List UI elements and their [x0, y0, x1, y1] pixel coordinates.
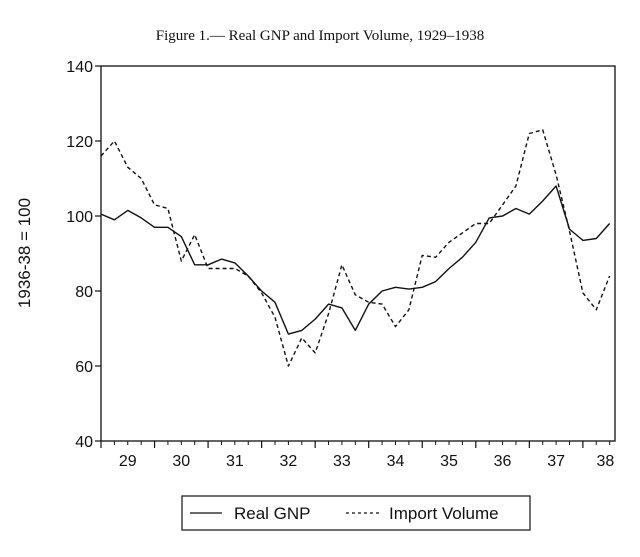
y-axis: 40 60 80 100 120 140 [66, 59, 101, 451]
chart-title: Figure 1.— Real GNP and Import Volume, 1… [156, 28, 484, 44]
y-axis-label: 1936-38 = 100 [15, 198, 34, 308]
series-line-real-gnp [100, 185, 611, 335]
x-axis: 29 30 31 32 33 34 35 36 37 38 [100, 441, 614, 470]
y-tick-label: 140 [66, 59, 93, 76]
y-tick-label: 40 [75, 434, 93, 451]
x-tick-label: 34 [387, 453, 405, 470]
series-layer [100, 129, 611, 367]
legend-label-real-gnp: Real GNP [234, 504, 311, 523]
x-tick-label: 35 [440, 453, 458, 470]
x-tick-label: 29 [119, 453, 137, 470]
legend: Real GNP Import Volume [181, 495, 531, 531]
series-line-import-volume [100, 129, 611, 367]
y-tick-label: 120 [66, 134, 93, 151]
y-tick-label: 100 [66, 209, 93, 226]
plot-frame [100, 65, 616, 442]
x-tick-label: 37 [547, 453, 565, 470]
legend-label-import-volume: Import Volume [389, 504, 499, 523]
y-tick-label: 60 [75, 359, 93, 376]
legend-box [181, 495, 531, 531]
x-tick-label: 31 [226, 453, 244, 470]
x-tick-label: 33 [333, 453, 351, 470]
x-tick-label: 30 [172, 453, 190, 470]
y-tick-label: 80 [75, 284, 93, 301]
x-tick-label: 36 [494, 453, 512, 470]
x-tick-label: 32 [279, 453, 297, 470]
x-tick-label: 38 [596, 453, 614, 470]
